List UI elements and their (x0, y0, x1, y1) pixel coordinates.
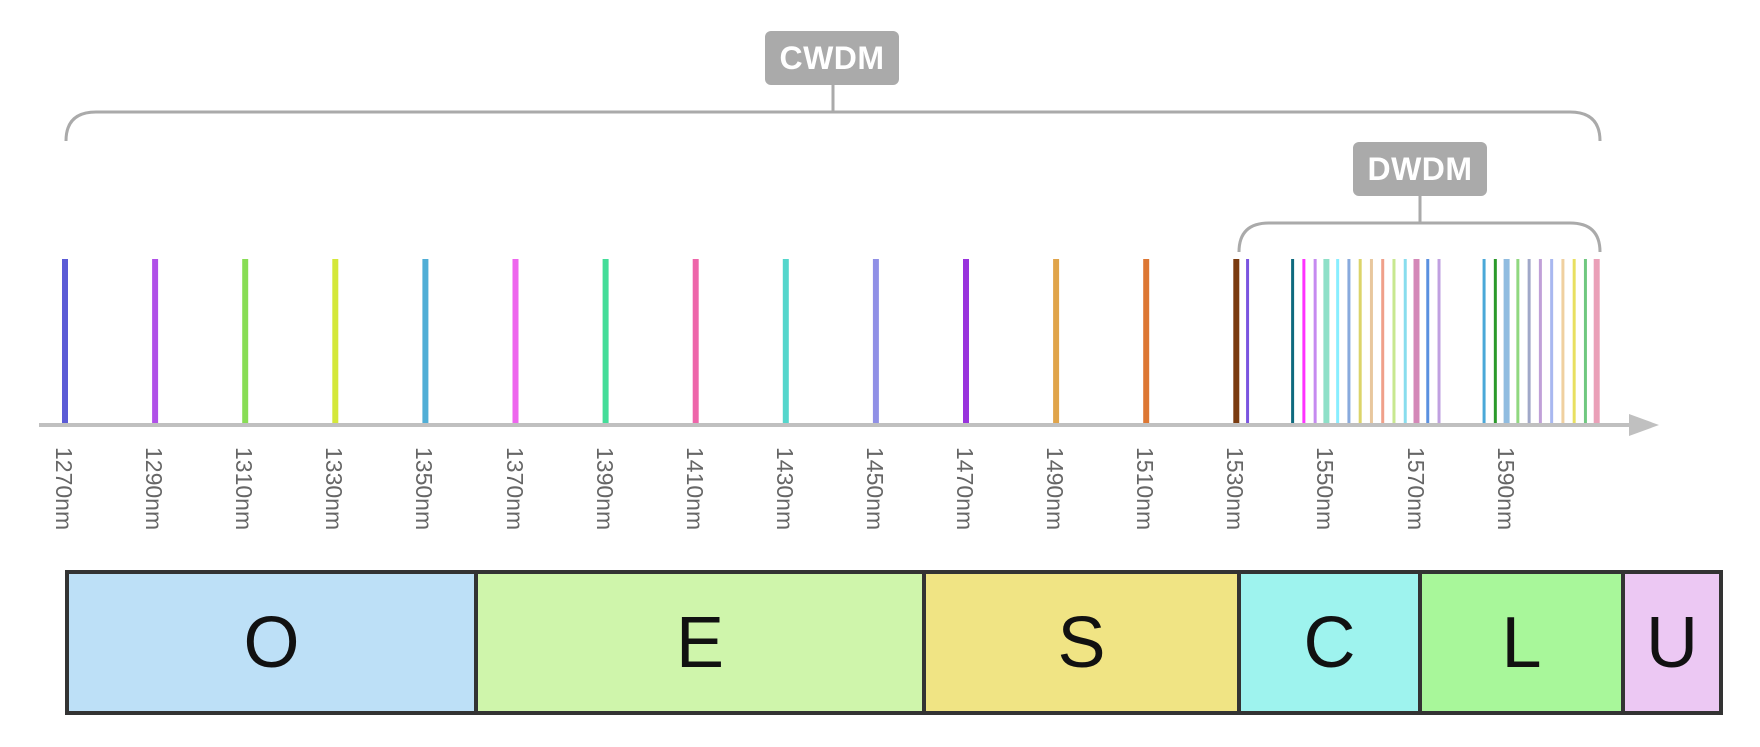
tick-label: 1410nm (681, 447, 708, 531)
tick-label: 1450nm (861, 447, 888, 531)
dwdm-label: DWDM (1353, 142, 1487, 196)
tick-label: 1550nm (1312, 447, 1339, 531)
band-s: S (926, 574, 1241, 711)
band-e: E (478, 574, 926, 711)
tick-label: 1350nm (411, 447, 438, 531)
tick-label: 1470nm (952, 447, 978, 531)
tick-label: 1510nm (1132, 447, 1159, 531)
tick-label: 1330nm (321, 447, 348, 531)
tick-label: 1570nm (1402, 447, 1429, 531)
band-l: L (1422, 574, 1625, 711)
tick-label: 1290nm (141, 447, 168, 531)
cwdm-label: CWDM (765, 31, 899, 85)
tick-label: 1390nm (591, 447, 618, 531)
tick-label: 1490nm (1042, 447, 1069, 531)
tick-label: 1590nm (1492, 447, 1519, 531)
band-o: O (69, 574, 478, 711)
tick-label: 1310nm (231, 447, 258, 531)
tick-label: 1370nm (501, 447, 528, 531)
tick-label: 1530nm (1222, 447, 1249, 531)
dwdm-bracket (1237, 196, 1602, 253)
band-u: U (1625, 574, 1719, 711)
tick-label: 1270nm (51, 447, 77, 531)
tick-label: 1430nm (771, 447, 798, 531)
cwdm-bracket (64, 85, 1602, 142)
band-c: C (1241, 574, 1422, 711)
axis-arrow-icon (1629, 414, 1659, 436)
